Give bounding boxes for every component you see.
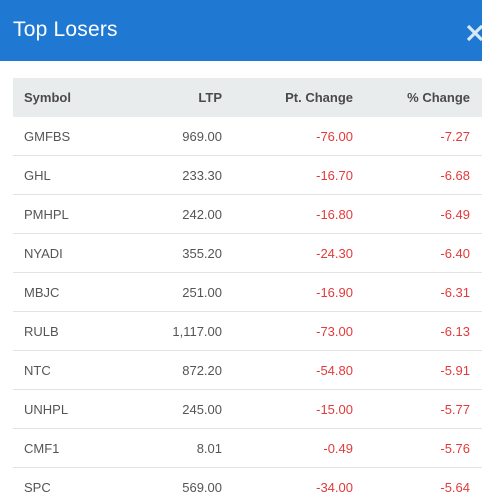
pct-change-cell: -5.64 bbox=[353, 467, 482, 504]
modal-header: Top Losers bbox=[0, 0, 482, 61]
table-row[interactable]: UNHPL 245.00 -15.00 -5.77 bbox=[13, 389, 482, 429]
pct-change-cell: -6.13 bbox=[353, 311, 482, 351]
table-row[interactable]: RULB 1,117.00 -73.00 -6.13 bbox=[13, 311, 482, 351]
pt-change-cell: -15.00 bbox=[222, 389, 353, 429]
pt-change-cell: -16.90 bbox=[222, 272, 353, 312]
ltp-cell: 251.00 bbox=[134, 272, 222, 312]
table-header-row: Symbol LTP Pt. Change % Change bbox=[13, 78, 482, 117]
symbol-cell[interactable]: RULB bbox=[13, 311, 134, 351]
symbol-cell[interactable]: UNHPL bbox=[13, 389, 134, 429]
symbol-cell[interactable]: PMHPL bbox=[13, 194, 134, 234]
pt-change-cell: -16.70 bbox=[222, 155, 353, 195]
column-header-symbol[interactable]: Symbol bbox=[24, 90, 71, 105]
modal-title: Top Losers bbox=[13, 18, 118, 41]
table-row[interactable]: NYADI 355.20 -24.30 -6.40 bbox=[13, 233, 482, 273]
symbol-cell[interactable]: GHL bbox=[13, 155, 134, 195]
ltp-cell: 242.00 bbox=[134, 194, 222, 234]
close-button[interactable] bbox=[464, 18, 482, 44]
symbol-cell[interactable]: NYADI bbox=[13, 233, 134, 273]
ltp-cell: 233.30 bbox=[134, 155, 222, 195]
pct-change-cell: -5.77 bbox=[353, 389, 482, 429]
close-icon bbox=[466, 24, 482, 42]
pct-change-cell: -6.49 bbox=[353, 194, 482, 234]
pt-change-cell: -34.00 bbox=[222, 467, 353, 504]
ltp-cell: 355.20 bbox=[134, 233, 222, 273]
ltp-cell: 969.00 bbox=[134, 117, 222, 156]
ltp-cell: 569.00 bbox=[134, 467, 222, 504]
pt-change-cell: -76.00 bbox=[222, 117, 353, 156]
pct-change-cell: -5.91 bbox=[353, 350, 482, 390]
table-row[interactable]: GMFBS 969.00 -76.00 -7.27 bbox=[13, 117, 482, 156]
ltp-cell: 245.00 bbox=[134, 389, 222, 429]
table-row[interactable]: CMF1 8.01 -0.49 -5.76 bbox=[13, 428, 482, 468]
losers-table-container: Symbol LTP Pt. Change % Change GMFBS 969… bbox=[13, 78, 482, 504]
losers-table: Symbol LTP Pt. Change % Change GMFBS 969… bbox=[13, 78, 482, 504]
pt-change-cell: -73.00 bbox=[222, 311, 353, 351]
pt-change-cell: -54.80 bbox=[222, 350, 353, 390]
symbol-cell[interactable]: NTC bbox=[13, 350, 134, 390]
pct-change-cell: -7.27 bbox=[353, 117, 482, 156]
column-header-pct-change[interactable]: % Change bbox=[407, 90, 470, 105]
pct-change-cell: -6.68 bbox=[353, 155, 482, 195]
pct-change-cell: -5.76 bbox=[353, 428, 482, 468]
column-header-pt-change[interactable]: Pt. Change bbox=[285, 90, 353, 105]
table-header: Symbol LTP Pt. Change % Change bbox=[13, 78, 482, 117]
table-row[interactable]: SPC 569.00 -34.00 -5.64 bbox=[13, 467, 482, 504]
ltp-cell: 872.20 bbox=[134, 350, 222, 390]
ltp-cell: 8.01 bbox=[134, 428, 222, 468]
symbol-cell[interactable]: MBJC bbox=[13, 272, 134, 312]
pct-change-cell: -6.40 bbox=[353, 233, 482, 273]
symbol-cell[interactable]: GMFBS bbox=[13, 117, 134, 156]
pt-change-cell: -24.30 bbox=[222, 233, 353, 273]
table-row[interactable]: NTC 872.20 -54.80 -5.91 bbox=[13, 350, 482, 390]
pt-change-cell: -0.49 bbox=[222, 428, 353, 468]
symbol-cell[interactable]: SPC bbox=[13, 467, 134, 504]
symbol-cell[interactable]: CMF1 bbox=[13, 428, 134, 468]
table-row[interactable]: MBJC 251.00 -16.90 -6.31 bbox=[13, 272, 482, 312]
pct-change-cell: -6.31 bbox=[353, 272, 482, 312]
table-row[interactable]: GHL 233.30 -16.70 -6.68 bbox=[13, 155, 482, 195]
table-body: GMFBS 969.00 -76.00 -7.27 GHL 233.30 -16… bbox=[13, 117, 482, 504]
pt-change-cell: -16.80 bbox=[222, 194, 353, 234]
ltp-cell: 1,117.00 bbox=[134, 311, 222, 351]
column-header-ltp[interactable]: LTP bbox=[198, 90, 222, 105]
table-row[interactable]: PMHPL 242.00 -16.80 -6.49 bbox=[13, 194, 482, 234]
